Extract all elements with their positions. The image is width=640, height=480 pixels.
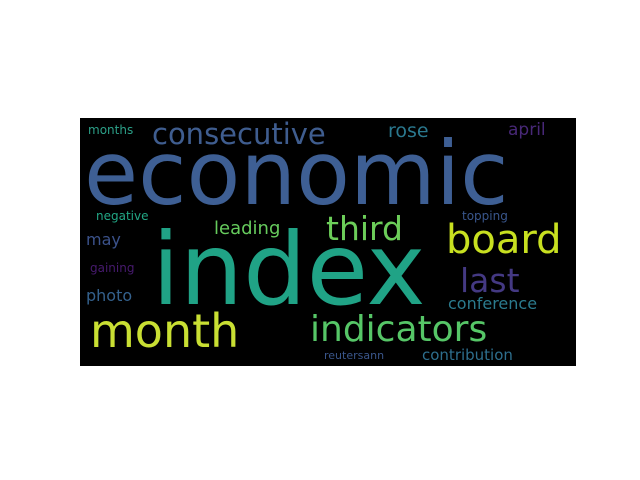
word-conference: conference — [448, 294, 538, 313]
word-photo: photo — [86, 286, 133, 305]
word-index: index — [152, 211, 426, 328]
word-contribution: contribution — [422, 346, 513, 364]
word-indicators: indicators — [310, 309, 488, 350]
word-negative: negative — [96, 209, 149, 223]
word-gaining: gaining — [90, 261, 135, 275]
word-months: months — [88, 123, 134, 137]
word-leading: leading — [214, 218, 281, 239]
word-third: third — [326, 209, 403, 248]
word-last: last — [460, 261, 520, 300]
word-reutersann: reutersann — [324, 349, 385, 362]
word-topping: topping — [462, 209, 508, 223]
word-april: april — [508, 120, 546, 140]
word-consecutive: consecutive — [152, 118, 326, 151]
word-cloud: economic index month indicators board co… — [80, 118, 576, 366]
word-board: board — [446, 217, 562, 263]
word-economic: economic — [84, 122, 509, 225]
word-rose: rose — [388, 120, 429, 142]
word-month: month — [90, 304, 240, 358]
word-may: may — [86, 230, 121, 249]
